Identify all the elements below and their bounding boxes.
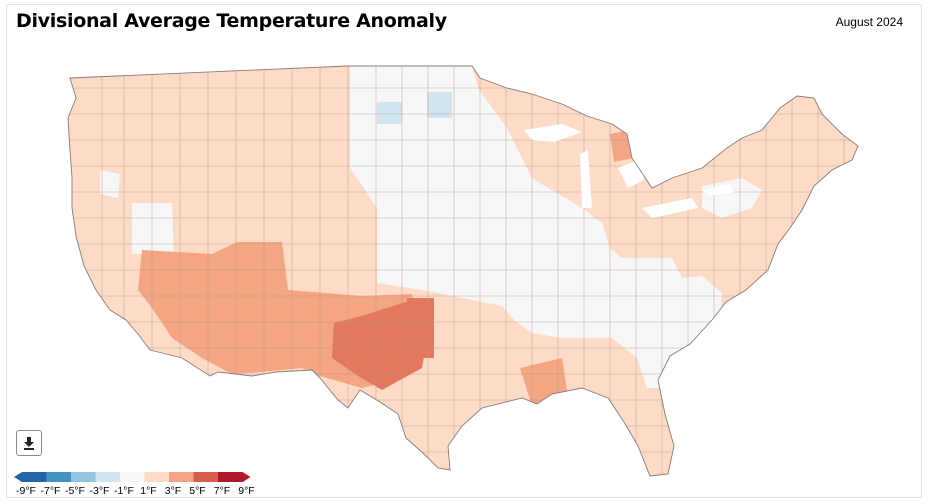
legend-swatch <box>144 472 169 482</box>
legend-label: -9°F <box>16 485 36 497</box>
legend-arrow-right <box>242 472 251 482</box>
download-icon <box>24 436 34 450</box>
legend-label: -3°F <box>89 485 110 497</box>
legend-swatch <box>193 472 218 482</box>
legend-label: 5°F <box>189 485 206 497</box>
legend-swatch <box>95 472 120 482</box>
legend-swatch <box>71 472 96 482</box>
map-title: Divisional Average Temperature Anomaly <box>16 10 447 32</box>
legend-label: 3°F <box>164 485 182 497</box>
map-date: August 2024 <box>835 15 903 29</box>
legend-label: 1°F <box>140 485 157 497</box>
legend-swatch <box>120 472 145 482</box>
legend-swatch <box>169 472 194 482</box>
legend-swatch <box>46 472 71 482</box>
legend-arrow-left <box>14 472 22 482</box>
legend-label: -7°F <box>40 485 61 497</box>
legend-label: -1°F <box>114 485 134 497</box>
legend-labels: -9°F -7°F -5°F -3°F -1°F 1°F 3°F 5°F 7°F 9°F <box>14 485 264 499</box>
legend-label: -5°F <box>65 485 85 497</box>
legend-swatch <box>218 472 243 482</box>
download-button[interactable] <box>16 430 42 456</box>
legend-label: 9°F <box>238 485 255 497</box>
legend-swatch <box>22 472 47 482</box>
legend-label: 7°F <box>213 485 231 497</box>
legend-color-bar <box>14 472 251 482</box>
us-climate-division-map <box>67 65 859 477</box>
